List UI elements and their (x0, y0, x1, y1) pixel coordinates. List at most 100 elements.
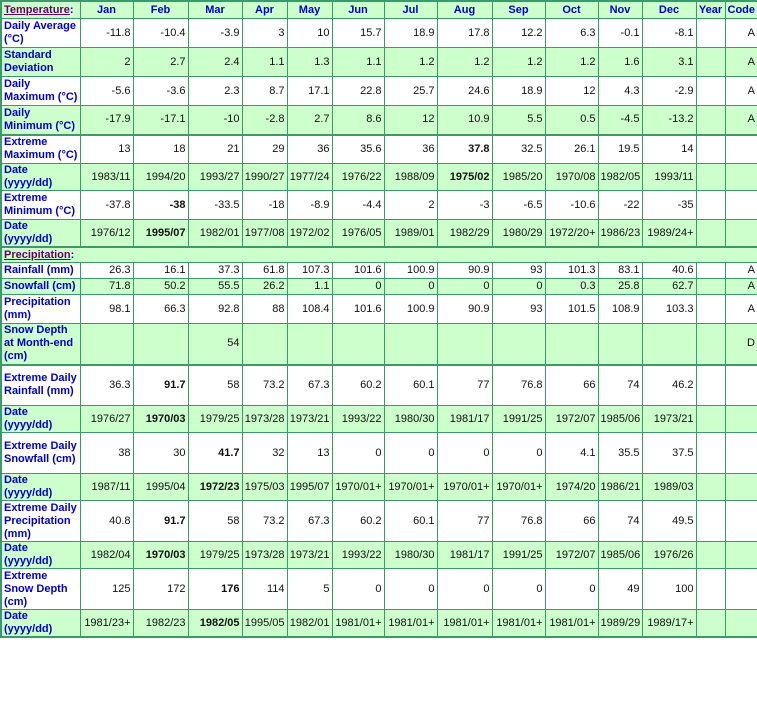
value-cell-oct: 1970/08 (544, 163, 599, 191)
value-cell-mar: 92.8 (187, 294, 243, 324)
value-cell-jan: -5.6 (79, 76, 134, 106)
value-cell-code: D (724, 323, 757, 365)
value-cell-oct: 0.3 (544, 278, 599, 295)
value-cell-oct: 1.2 (544, 47, 599, 77)
row-label: Extreme Minimum (°C) (0, 190, 81, 220)
value-cell-sep: 1991/25 (491, 405, 546, 433)
value-cell-feb: -3.6 (132, 76, 189, 106)
value-cell-oct: 66 (544, 500, 599, 542)
value-cell-jul: 1970/01+ (383, 473, 438, 501)
value-cell-year (695, 105, 726, 135)
value-cell-year (695, 363, 726, 406)
value-cell-mar: 54 (187, 323, 243, 365)
value-cell-apr: 8.7 (241, 76, 288, 106)
value-cell-year (695, 47, 726, 77)
value-cell-code (724, 473, 757, 501)
value-cell-apr: 32 (241, 432, 288, 474)
value-cell-aug: 1982/29 (436, 219, 493, 248)
record-value: 1970/03 (145, 548, 186, 561)
value-cell-nov: 74 (597, 500, 643, 542)
value-cell-feb: 16.1 (132, 262, 189, 279)
column-header-dec: Dec (641, 0, 697, 19)
value-cell-jan: 40.8 (79, 500, 134, 542)
value-cell-aug: 1981/17 (436, 541, 493, 569)
value-cell-may: 1.3 (286, 47, 333, 77)
value-cell-year (695, 541, 726, 569)
value-cell-apr: -18 (241, 190, 288, 220)
value-cell-jan: 2 (79, 47, 134, 77)
value-cell-sep: 93 (491, 262, 546, 279)
value-cell-jul: 18.9 (383, 18, 438, 48)
record-value: 91.7 (164, 378, 186, 391)
row-label: Date (yyyy/dd) (0, 163, 81, 191)
value-cell-feb: -10.4 (132, 18, 189, 48)
value-cell-aug: 0 (436, 278, 493, 295)
value-cell-dec: 103.3 (641, 294, 697, 324)
table-row: Daily Average (°C) -11.8 -10.4 -3.9 3 10 15.7 1… (0, 18, 757, 48)
value-cell-year (695, 133, 726, 164)
value-cell-jul: 100.9 (383, 262, 438, 279)
value-cell-aug: 1981/01+ (436, 609, 493, 638)
value-cell-nov: 83.1 (597, 262, 643, 279)
value-cell-nov: 1.6 (597, 47, 643, 77)
value-cell-nov: -22 (597, 190, 643, 220)
value-cell-aug: 0 (436, 568, 493, 610)
record-value: 1975/02 (449, 170, 490, 183)
table-row: Date (yyyy/dd) 1976/27 1970/03 1979/25 1973/… (0, 405, 757, 433)
value-cell-aug: 1970/01+ (436, 473, 493, 501)
value-cell-may: -8.9 (286, 190, 333, 220)
value-cell-dec: 62.7 (641, 278, 697, 295)
row-label: Standard Deviation (0, 47, 81, 77)
value-cell-sep: 93 (491, 294, 546, 324)
value-cell-nov: 74 (597, 363, 643, 406)
value-cell-code: A (724, 294, 757, 324)
value-cell-apr: 26.2 (241, 278, 288, 295)
value-cell-jun (331, 323, 385, 365)
value-cell-oct: 66 (544, 363, 599, 406)
value-cell-jul: 0 (383, 568, 438, 610)
value-cell-jan: 98.1 (79, 294, 134, 324)
value-cell-code (724, 500, 757, 542)
value-cell-may: 1972/02 (286, 219, 333, 248)
column-header-sep: Sep (491, 0, 546, 19)
value-cell-sep: 0 (491, 568, 546, 610)
value-cell-feb: 91.7 (132, 363, 189, 406)
value-cell-code: A (724, 47, 757, 77)
value-cell-may: 1973/21 (286, 541, 333, 569)
value-cell-jul: 60.1 (383, 500, 438, 542)
value-cell-jul: 1981/01+ (383, 609, 438, 638)
value-cell-code: A (724, 262, 757, 279)
row-label: Rainfall (mm) (0, 262, 81, 279)
value-cell-aug: 77 (436, 500, 493, 542)
table-row: Extreme Snow Depth (cm) 125 172 176 114 5 0 0 0 0… (0, 568, 757, 610)
value-cell-may: 36 (286, 133, 333, 164)
temperature-link[interactable]: Temperature (4, 3, 70, 16)
value-cell-code (724, 163, 757, 191)
value-cell-feb: 1970/03 (132, 541, 189, 569)
value-cell-dec: -2.9 (641, 76, 697, 106)
column-header-may: May (286, 0, 333, 19)
value-cell-may: 67.3 (286, 500, 333, 542)
value-cell-aug: -3 (436, 190, 493, 220)
value-cell-nov: 4.3 (597, 76, 643, 106)
record-value: 37.8 (468, 142, 490, 155)
precipitation-link[interactable]: Precipitation (4, 248, 71, 261)
record-value: 1982/05 (199, 616, 240, 629)
value-cell-mar: 37.3 (187, 262, 243, 279)
row-label: Precipitation (mm) (0, 294, 81, 324)
value-cell-jan: -17.9 (79, 105, 134, 135)
value-cell-nov: 19.5 (597, 133, 643, 164)
value-cell-jan: 1982/04 (79, 541, 134, 569)
value-cell-apr (241, 323, 288, 365)
value-cell-feb: -38 (132, 190, 189, 220)
value-cell-dec: 1993/11 (641, 163, 697, 191)
climate-table: Temperature: Jan Feb Mar Apr May Jun Jul Aug Sep… (0, 0, 757, 638)
column-header-jul: Jul (383, 0, 438, 19)
value-cell-may: 108.4 (286, 294, 333, 324)
value-cell-jan: -37.8 (79, 190, 134, 220)
value-cell-jul: 1.2 (383, 47, 438, 77)
value-cell-oct: 1972/20+ (544, 219, 599, 248)
value-cell-sep: 1981/01+ (491, 609, 546, 638)
value-cell-feb: 1982/23 (132, 609, 189, 638)
value-cell-apr: 114 (241, 568, 288, 610)
